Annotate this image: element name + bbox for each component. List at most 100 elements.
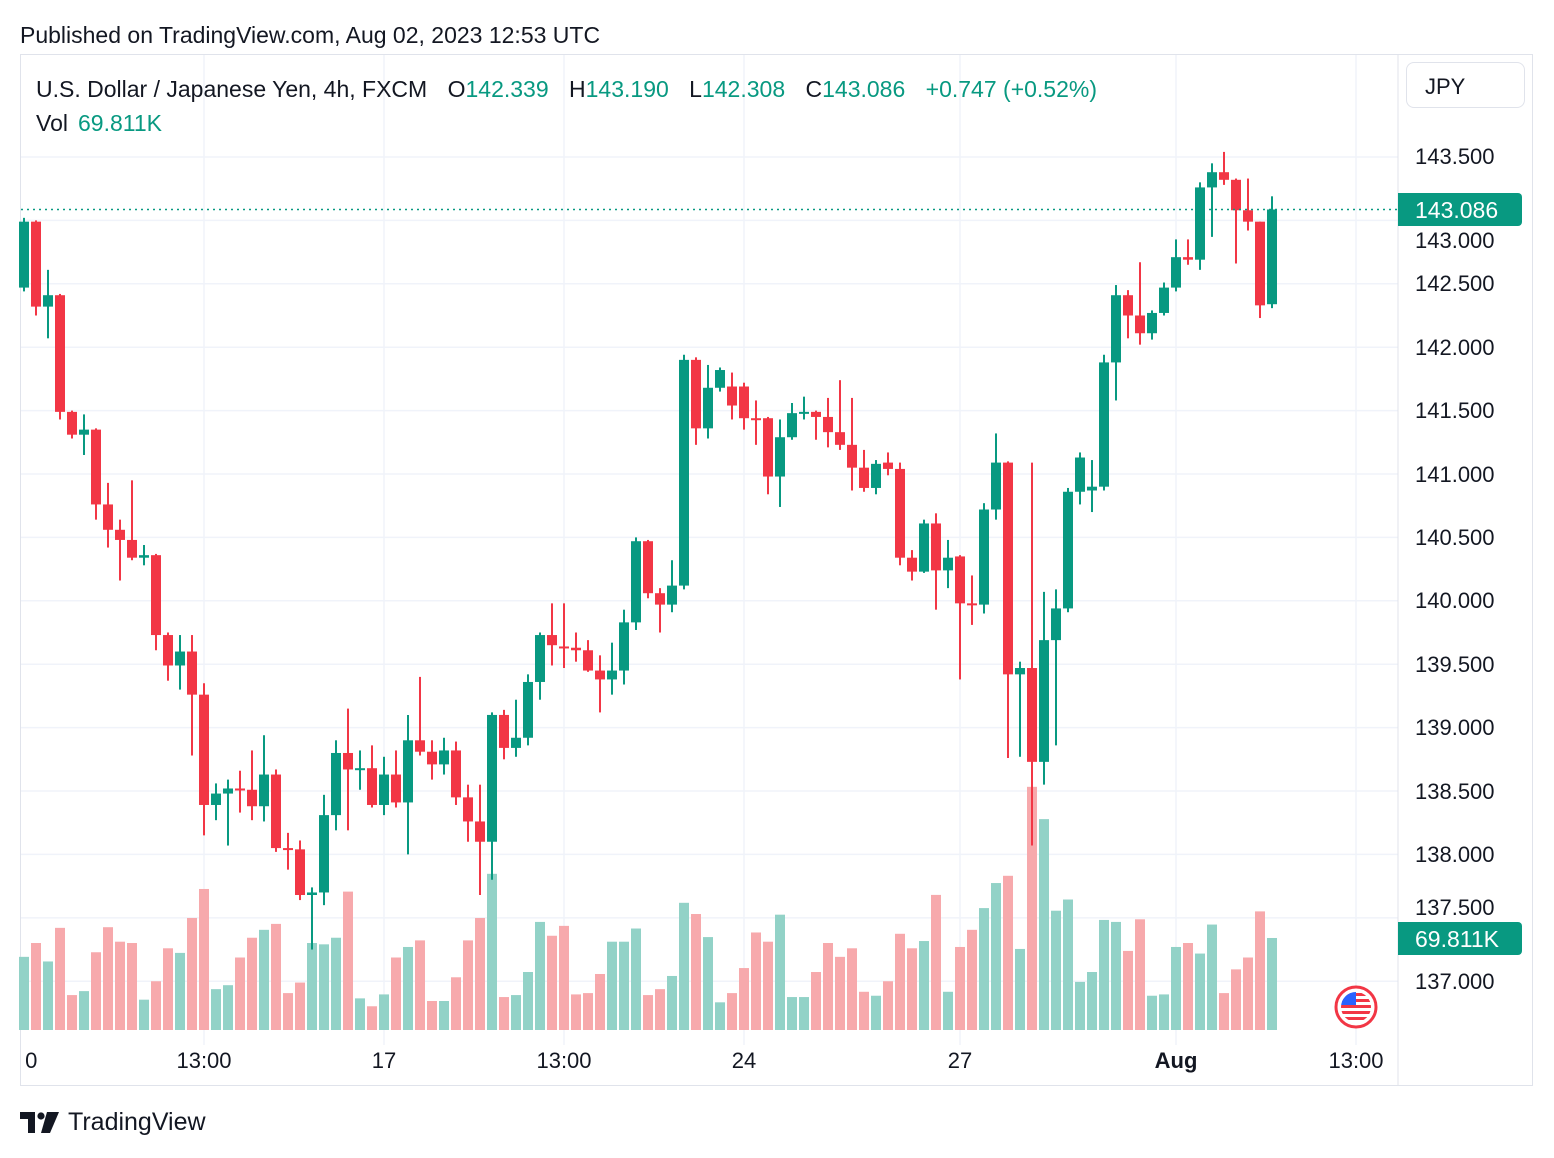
candle-body	[451, 750, 461, 798]
candle-body	[775, 437, 785, 477]
volume-bar	[667, 975, 677, 1030]
candle-body	[1063, 491, 1073, 609]
candle-body	[43, 295, 53, 307]
candle-body	[895, 468, 905, 558]
candle-body	[703, 387, 713, 429]
volume-bar	[463, 940, 473, 1030]
candle-body	[1147, 312, 1157, 334]
candle-body	[487, 714, 497, 842]
volume-bar	[799, 997, 809, 1030]
last-price-tag: 143.086	[1398, 193, 1522, 226]
price-tick-label: 138.500	[1415, 778, 1495, 804]
currency-button[interactable]: JPY	[1406, 62, 1525, 108]
volume-bar	[643, 995, 653, 1030]
candle-body	[175, 651, 185, 666]
candle-body	[343, 752, 353, 770]
candle-body	[1255, 221, 1265, 306]
volume-bar	[775, 914, 785, 1030]
candle-body	[1159, 287, 1169, 313]
volume-bar	[487, 873, 497, 1030]
time-tick-label: 27	[947, 1048, 973, 1073]
low-value: 142.308	[701, 76, 786, 102]
candle-body	[379, 774, 389, 805]
volume-bar	[703, 937, 713, 1030]
candle-body	[979, 509, 989, 605]
volume-bar	[1087, 972, 1097, 1030]
candle-body	[103, 504, 113, 530]
price-tick-label: 141.500	[1415, 398, 1495, 424]
price-tick-label: 143.500	[1415, 144, 1495, 170]
volume-bar	[115, 941, 125, 1030]
volume-bar	[631, 928, 641, 1030]
volume-bar	[535, 921, 545, 1030]
candle-body	[91, 429, 101, 505]
candle-body	[955, 556, 965, 604]
volume-bar	[655, 989, 665, 1030]
volume-bar	[19, 956, 29, 1030]
volume-bar	[1051, 910, 1061, 1030]
candle-body	[1231, 179, 1241, 211]
volume-bar	[175, 952, 185, 1030]
candle-body	[571, 647, 581, 651]
candle-body	[739, 386, 749, 419]
volume-bar	[955, 946, 965, 1030]
volume-bar	[967, 929, 977, 1030]
volume-bar	[1243, 957, 1253, 1030]
volume-bar	[607, 941, 617, 1030]
candle-body	[1135, 315, 1145, 334]
volume-bar	[511, 995, 521, 1030]
volume-bar	[283, 993, 293, 1030]
candle-body	[751, 418, 761, 421]
candle-body	[1111, 295, 1121, 363]
tradingview-logo[interactable]: TradingView	[20, 1108, 206, 1137]
volume-bar	[271, 923, 281, 1030]
candle-body	[391, 774, 401, 803]
volume-bar	[235, 957, 245, 1030]
volume-value: 69.811K	[77, 110, 162, 136]
volume-bar	[871, 995, 881, 1030]
close-label: C	[805, 76, 823, 102]
time-tick-label: 24	[731, 1048, 757, 1073]
volume-bar	[679, 902, 689, 1030]
candle-body	[79, 429, 89, 435]
candle-body	[787, 413, 797, 438]
candle-body	[367, 768, 377, 805]
us-flag-icon	[1334, 985, 1378, 1029]
time-tick-label: 17	[371, 1048, 397, 1073]
candle-body	[499, 714, 509, 748]
candle-body	[475, 821, 485, 842]
volume-bar	[451, 977, 461, 1030]
candle-body	[595, 670, 605, 680]
candles	[19, 151, 1277, 950]
volume-bar	[1039, 819, 1049, 1030]
volume-bar	[475, 917, 485, 1030]
volume-bar	[1135, 919, 1145, 1030]
candle-body	[235, 788, 245, 791]
candle-body	[151, 555, 161, 636]
candle-body	[271, 774, 281, 849]
time-tick-label: Aug	[1154, 1048, 1198, 1073]
high-label: H	[569, 76, 586, 102]
volume-bar	[1147, 995, 1157, 1030]
volume-bar	[1231, 969, 1241, 1030]
candle-body	[283, 848, 293, 851]
volume-bar	[403, 946, 413, 1030]
candle-body	[139, 555, 149, 558]
candle-body	[607, 670, 617, 680]
brand-name: TradingView	[68, 1108, 206, 1136]
price-tick-label: 140.000	[1415, 588, 1495, 614]
candle-body	[259, 774, 269, 807]
candle-body	[415, 740, 425, 752]
symbol-legend: U.S. Dollar / Japanese Yen, 4h, FXCM O14…	[36, 76, 1097, 103]
volume-bar	[499, 997, 509, 1030]
last-volume-tag: 69.811K	[1398, 922, 1522, 955]
price-tick-label: 139.500	[1415, 651, 1495, 677]
volume-bar	[379, 994, 389, 1030]
volume-bar	[991, 883, 1001, 1030]
price-tick-label: 137.500	[1415, 895, 1495, 920]
candle-body	[307, 892, 317, 896]
volume-bar	[103, 927, 113, 1030]
volume-bar	[163, 948, 173, 1030]
candle-body	[427, 751, 437, 765]
